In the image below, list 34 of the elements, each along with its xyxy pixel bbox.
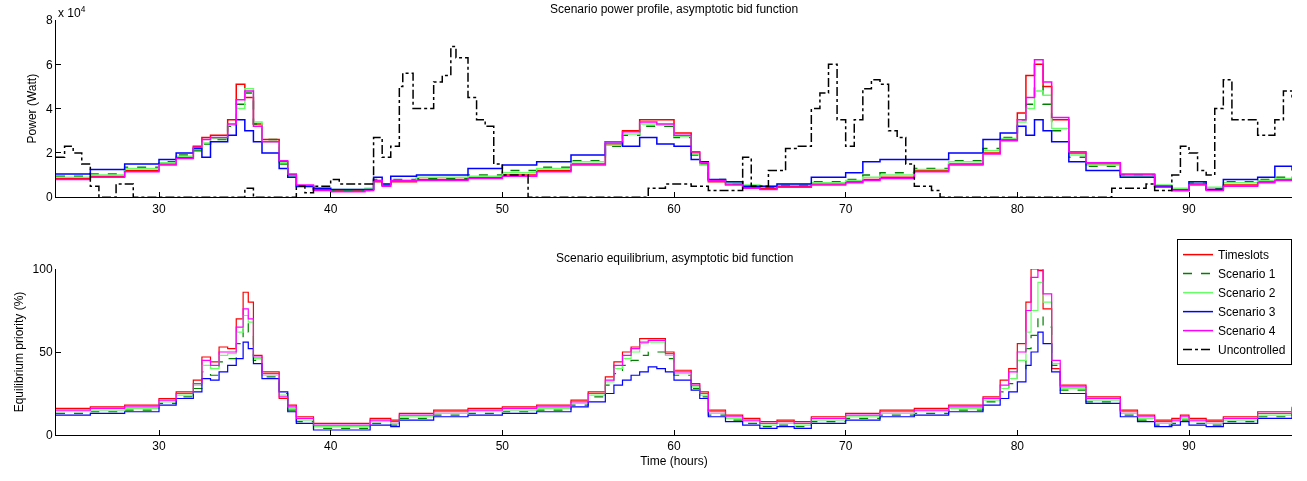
x-tick-label: 30: [152, 439, 166, 454]
y-tick-label: 0: [45, 190, 53, 205]
x-tick-label: 40: [323, 201, 338, 216]
x-tick-label: 70: [838, 439, 853, 454]
y-axis-title: Equilibrium priority (%): [11, 291, 26, 413]
x-tick-label: 50: [495, 201, 510, 216]
chart-title: Scenario equilibrium, asymptotic bid function: [556, 251, 794, 265]
legend-label: Scenario 4: [1218, 324, 1276, 339]
x-tick-label: 80: [1010, 201, 1025, 216]
x-tick-label: 60: [667, 201, 681, 216]
annotation: x 10$^{4}$: [58, 4, 86, 21]
x-tick-label: 60: [667, 439, 681, 454]
x-tick-label: 70: [838, 201, 853, 216]
x-axis-title: Time (hours): [640, 454, 708, 469]
y-tick-label: 8: [45, 13, 53, 28]
x-tick-label: 80: [1010, 439, 1025, 454]
y-tick-label: 6: [45, 57, 53, 72]
chart-title: Scenario power profile, asymptotic bid function: [550, 2, 799, 16]
x-tick-label: 30: [152, 201, 166, 216]
x-tick-label: 50: [495, 439, 510, 454]
y-tick-label: 50: [39, 345, 53, 360]
y-axis-title: Power (Watt): [25, 73, 40, 144]
x-tick-label: 40: [323, 439, 338, 454]
legend-label: Scenario 3: [1218, 305, 1276, 320]
legend-label: Scenario 1: [1218, 267, 1276, 282]
y-tick-label: 0: [45, 428, 53, 443]
legend-label: Scenario 2: [1218, 286, 1276, 301]
x-tick-label: 90: [1182, 439, 1196, 454]
y-tick-label: 100: [32, 262, 53, 277]
legend-label: Timeslots: [1218, 248, 1269, 263]
legend-label: Uncontrolled: [1218, 343, 1286, 358]
y-tick-label: 2: [45, 146, 53, 161]
y-tick-label: 4: [45, 101, 53, 116]
x-tick-label: 90: [1182, 201, 1196, 216]
